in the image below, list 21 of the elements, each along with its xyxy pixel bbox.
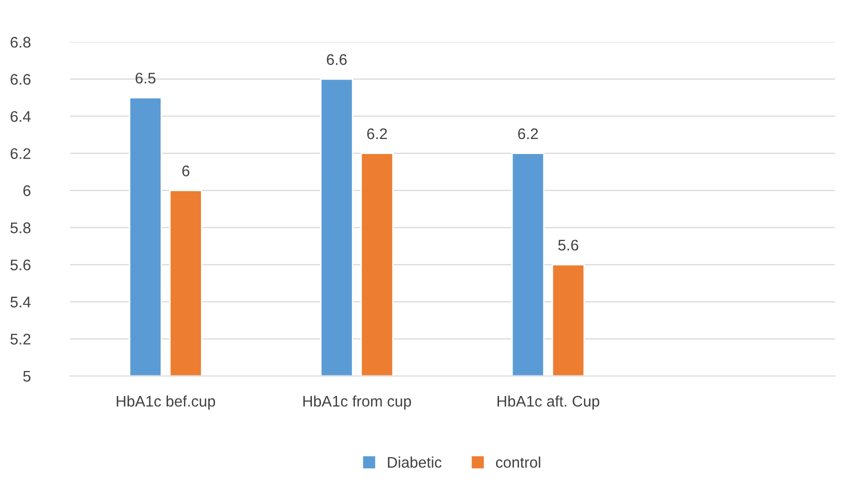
data-label: 6.5 (136, 72, 156, 84)
y-tick-label: 6.6 (10, 74, 30, 85)
y-tick-label: 5.8 (10, 222, 30, 234)
data-label: 6 (182, 165, 190, 176)
legend-label: Diabetic (388, 456, 442, 468)
x-tick-label: HbA1c from cup (303, 395, 412, 410)
legend-label: control (496, 456, 540, 468)
data-label: 6.2 (367, 128, 387, 140)
y-tick-label: 6.4 (10, 111, 31, 122)
x-tick-label: HbA1c bef.cup (116, 395, 216, 410)
y-tick-label: 6.2 (10, 148, 30, 160)
y-tick-label: 5.6 (10, 260, 30, 270)
y-tick-label: 5.4 (10, 296, 31, 308)
data-label: 5.6 (558, 240, 578, 251)
y-tick-label: 5 (23, 371, 30, 382)
x-tick-label: HbA1c aft. Cup (498, 395, 600, 410)
y-tick-label: 5.2 (10, 334, 30, 345)
y-tick-label: 6.8 (10, 36, 30, 48)
y-tick-label: 6 (23, 185, 30, 196)
data-label: 6.2 (518, 128, 538, 140)
data-label: 6.6 (326, 54, 347, 65)
